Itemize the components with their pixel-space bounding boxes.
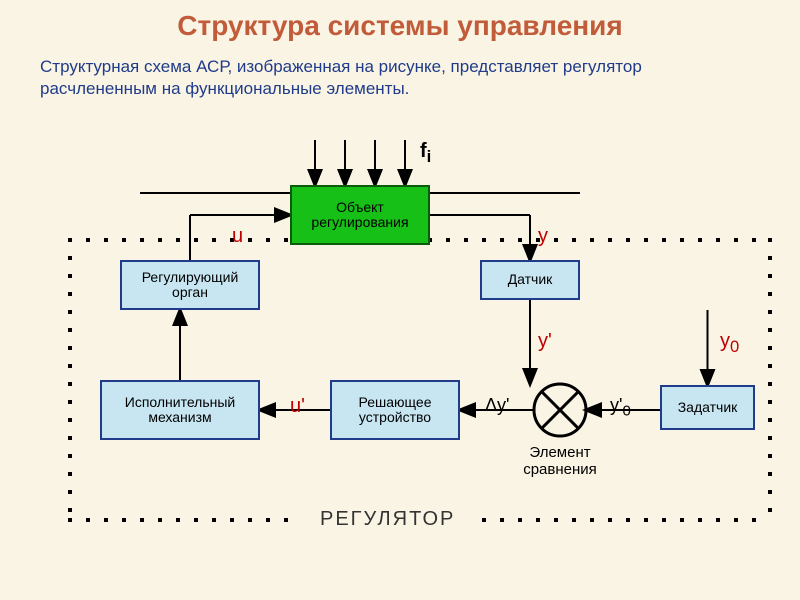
node-sensor-label: Датчик: [508, 272, 553, 287]
signal-fi: fi: [420, 140, 431, 167]
node-setpoint: Задатчик: [660, 385, 755, 430]
node-setpoint-label: Задатчик: [678, 400, 738, 415]
signal-y: y: [538, 225, 548, 248]
node-object-label: Объект регулирования: [294, 200, 426, 231]
node-organ-label: Регулирующий орган: [124, 270, 256, 301]
signal-u: u: [232, 225, 243, 248]
node-solver: Решающее устройство: [330, 380, 460, 440]
regulator-label: РЕГУЛЯТОР: [320, 508, 455, 531]
node-actuator: Исполнительный механизм: [100, 380, 260, 440]
signal-delta-y-prime: Δy': [485, 395, 509, 416]
signal-y0-prime: y'0: [610, 395, 631, 420]
node-actuator-label: Исполнительный механизм: [104, 395, 256, 426]
node-object: Объект регулирования: [290, 185, 430, 245]
signal-u-prime: u': [290, 395, 305, 418]
node-solver-label: Решающее устройство: [334, 395, 456, 426]
comparator-label: Элемент сравнения: [510, 444, 610, 478]
node-regulating-organ: Регулирующий орган: [120, 260, 260, 310]
node-sensor: Датчик: [480, 260, 580, 300]
signal-y0: y0: [720, 330, 739, 357]
signal-y-prime: y': [538, 330, 552, 353]
